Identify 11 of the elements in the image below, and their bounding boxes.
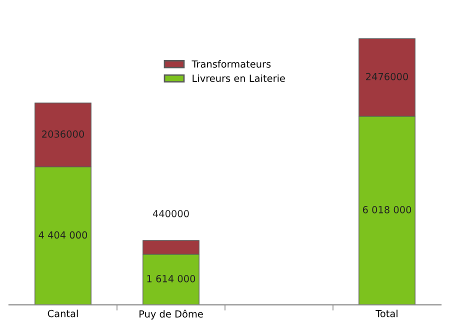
data-label: 1 614 000	[147, 275, 196, 282]
data-label: 2036000	[42, 130, 84, 138]
x-tick-label: Puy de Dôme	[140, 310, 203, 320]
x-tick-label: Cantal	[48, 310, 78, 318]
data-label: 6 018 000	[362, 206, 412, 214]
legend-label: Livreurs en Laiterie	[192, 74, 285, 82]
data-label: 440000	[152, 210, 189, 218]
data-label: 2476000	[366, 72, 408, 80]
legend-label: Transformateurs	[192, 60, 271, 68]
data-label: 4 404 000	[38, 231, 88, 239]
x-tick-label: Total	[376, 310, 398, 318]
